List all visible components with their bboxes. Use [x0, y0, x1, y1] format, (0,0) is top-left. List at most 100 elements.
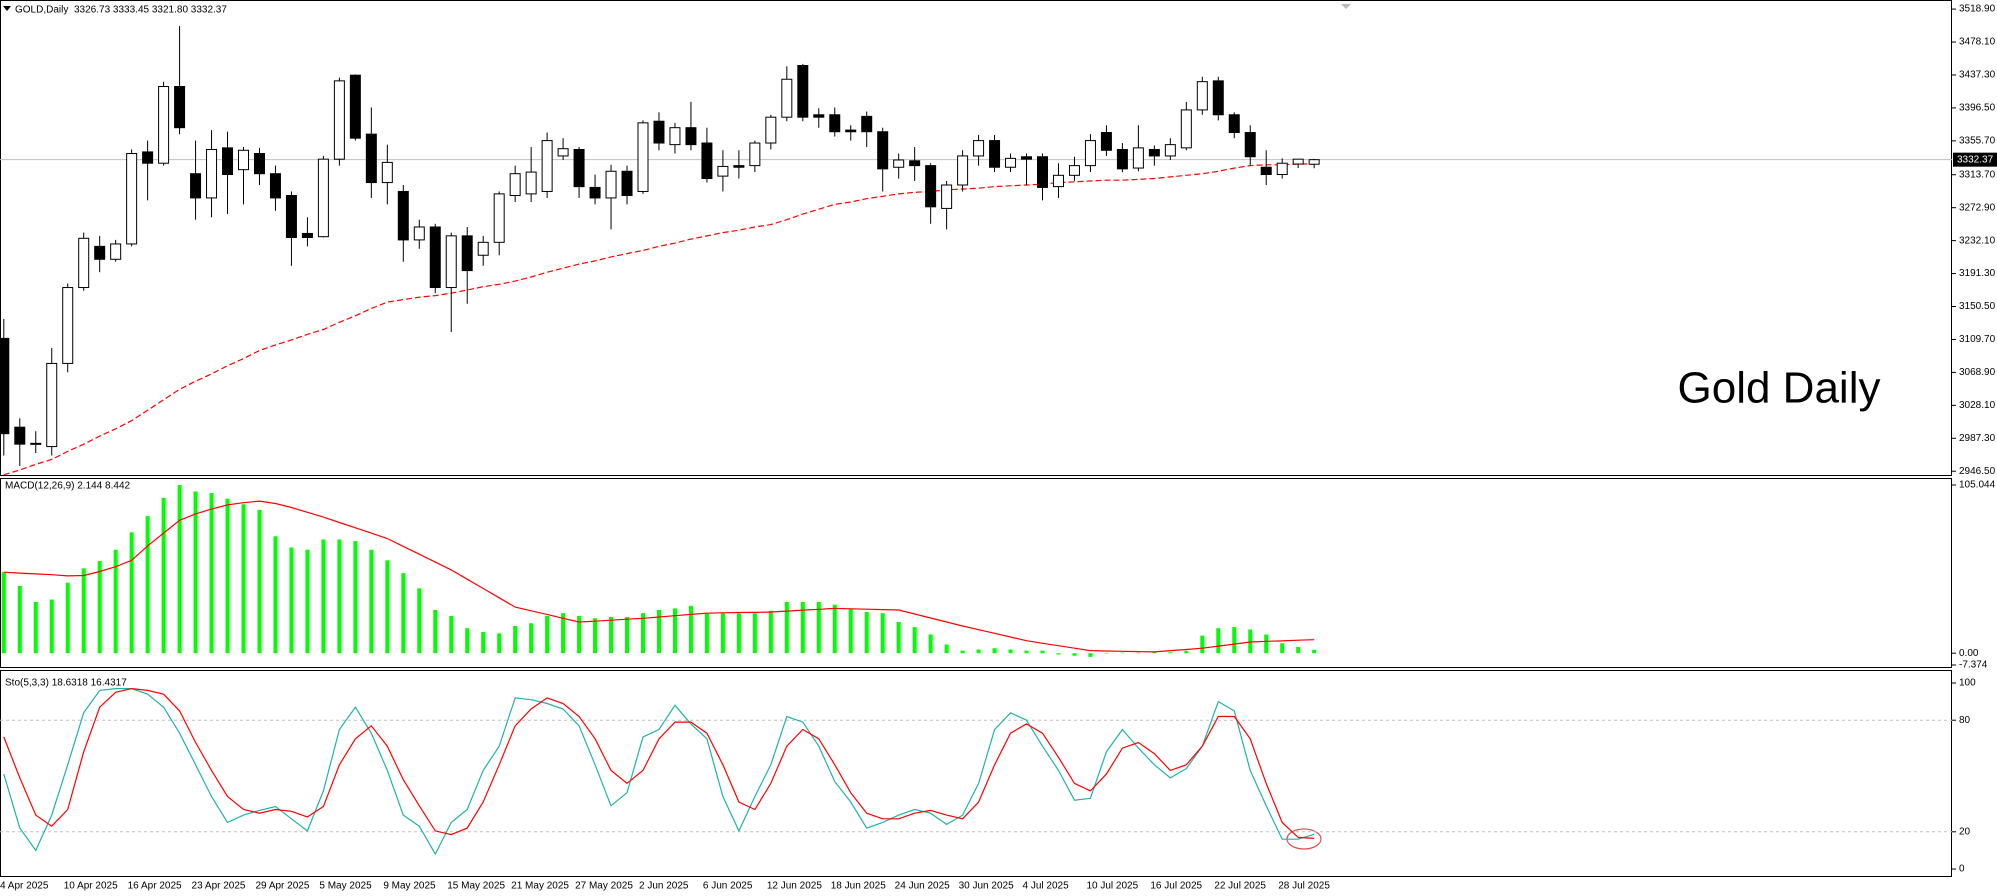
- x-tick-label: 30 Jun 2025: [959, 881, 1014, 892]
- histogram-bar: [992, 648, 997, 654]
- histogram-bar: [1312, 649, 1317, 654]
- candle-body: [14, 426, 26, 445]
- histogram-bar: [561, 613, 566, 654]
- histogram-bar: [1088, 653, 1093, 657]
- y-tick-label: 2987.30: [1959, 433, 1996, 444]
- candle-body: [989, 140, 1001, 168]
- histogram-bar: [337, 539, 342, 654]
- candle-body: [701, 142, 713, 180]
- histogram-bar: [545, 615, 550, 654]
- histogram-bar: [17, 585, 22, 654]
- histogram-bar: [497, 633, 502, 654]
- y-tick-label: 3396.50: [1959, 103, 1996, 114]
- candle-body: [1148, 148, 1160, 157]
- histogram-bar: [273, 536, 278, 654]
- candle-body: [1037, 156, 1048, 188]
- candle-body: [1292, 158, 1304, 165]
- chart-title: GOLD,Daily: [15, 5, 68, 16]
- shift-marker: [1341, 4, 1351, 9]
- y-tick-label: 2946.50: [1959, 466, 1996, 477]
- candle-body: [781, 78, 793, 118]
- histogram-bar: [944, 644, 949, 654]
- histogram-bar: [800, 601, 805, 654]
- histogram-bar: [369, 549, 374, 654]
- histogram-bar: [65, 582, 70, 654]
- histogram-bar: [289, 547, 294, 654]
- annotation: Gold Daily: [1678, 364, 1881, 413]
- menu-triangle[interactable]: [3, 6, 11, 11]
- candle-body: [717, 165, 729, 177]
- y-tick-label: 3272.90: [1959, 202, 1996, 213]
- stoch-title: Sto(5,3,3) 18.6318 16.4317: [5, 678, 127, 689]
- histogram-bar: [529, 623, 534, 654]
- candle-body: [62, 287, 74, 364]
- histogram-bar: [1264, 634, 1269, 654]
- candle-body: [46, 362, 58, 448]
- candle-body: [733, 165, 745, 168]
- candle-body: [222, 147, 234, 176]
- histogram-bar: [81, 568, 86, 654]
- histogram-bar: [1056, 653, 1061, 655]
- candle-body: [797, 65, 809, 118]
- histogram-bar: [97, 560, 102, 654]
- histogram-bar: [513, 625, 518, 654]
- candle-body: [333, 80, 345, 160]
- histogram-bar: [864, 612, 869, 654]
- current-price-box: [1953, 152, 1997, 167]
- histogram-bar: [433, 609, 438, 654]
- candle-body: [158, 86, 170, 164]
- candle-body: [78, 237, 90, 289]
- histogram-bar: [896, 621, 901, 654]
- histogram-bar: [49, 599, 54, 654]
- candle-body: [637, 122, 649, 192]
- candle-body: [669, 127, 681, 146]
- candle-body: [269, 173, 281, 199]
- histogram-bar: [736, 613, 741, 654]
- candle-body: [174, 86, 186, 129]
- candle-body: [1021, 156, 1033, 160]
- candle-body: [973, 140, 985, 157]
- candle-body: [317, 158, 329, 238]
- candle-body: [909, 160, 921, 167]
- candle-body: [413, 226, 425, 241]
- candle-body: [397, 190, 409, 241]
- histogram-bar: [401, 573, 406, 654]
- candle-body: [381, 161, 393, 184]
- candle-body: [445, 235, 457, 289]
- histogram-bar: [768, 610, 773, 654]
- candle-body: [861, 115, 873, 133]
- candle-body: [142, 151, 154, 164]
- histogram-bar: [704, 613, 709, 654]
- histogram-bar: [1200, 635, 1205, 654]
- y-tick-label: 3068.90: [1959, 367, 1996, 378]
- stoch-pane: [0, 670, 1952, 877]
- histogram-bar: [928, 634, 933, 654]
- histogram-bar: [752, 613, 757, 654]
- candle-body: [190, 173, 202, 199]
- y-tick-label: 3478.10: [1959, 37, 1996, 48]
- histogram-bar: [177, 485, 182, 654]
- candle-body: [765, 116, 777, 144]
- histogram-bar: [1136, 652, 1141, 654]
- candle-body: [605, 170, 617, 199]
- candle-body: [509, 173, 521, 197]
- y-tick-label: 3437.30: [1959, 70, 1996, 81]
- histogram-bar: [241, 504, 246, 654]
- x-tick-label: 4 Jul 2025: [1023, 881, 1070, 892]
- histogram-bar: [1184, 650, 1189, 654]
- histogram-bar: [1168, 652, 1173, 654]
- x-tick-label: 16 Apr 2025: [128, 881, 182, 892]
- candle-body: [365, 133, 377, 184]
- moving-average: [3, 163, 1315, 476]
- candle-body: [0, 337, 10, 435]
- histogram-bar: [641, 613, 645, 654]
- candle-body: [829, 114, 841, 133]
- y-tick-label: 0: [1959, 864, 1965, 875]
- x-tick-label: 15 May 2025: [447, 881, 505, 892]
- signal-line: [3, 500, 1315, 653]
- histogram-bar: [305, 549, 310, 654]
- histogram-bar: [353, 541, 358, 654]
- candle-body: [110, 243, 122, 260]
- stochastic-line: [3, 688, 1315, 856]
- candle-body: [1052, 174, 1064, 188]
